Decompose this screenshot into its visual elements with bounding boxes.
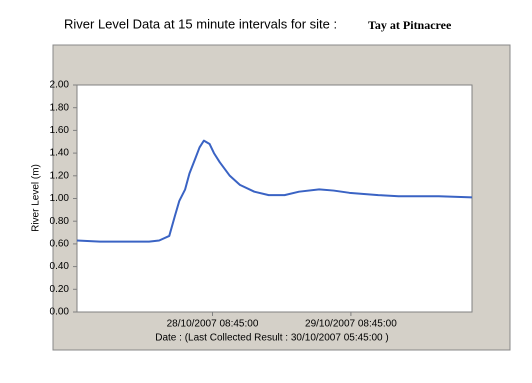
y-axis-label: River Level (m) — [31, 164, 42, 232]
y-tick-label: 1.00 — [50, 193, 70, 204]
y-tick-label: 1.60 — [50, 125, 70, 136]
y-tick-label: 0.60 — [50, 239, 70, 250]
y-tick-label: 2.00 — [50, 80, 70, 91]
y-tick-label: 1.80 — [50, 102, 70, 113]
y-tick-label: 1.40 — [50, 148, 70, 159]
site-name: Tay at Pitnacree — [368, 18, 452, 32]
y-tick-label: 0.40 — [50, 261, 70, 272]
x-tick-label: 28/10/2007 08:45:00 — [167, 319, 259, 330]
y-tick-label: 0.80 — [50, 216, 70, 227]
x-axis-label: Date : (Last Collected Result : 30/10/20… — [155, 333, 388, 344]
y-tick-label: 0.00 — [50, 307, 70, 318]
x-tick-label: 29/10/2007 08:45:00 — [305, 319, 397, 330]
plot-area — [76, 84, 473, 313]
y-tick-label: 1.20 — [50, 170, 70, 181]
y-tick-label: 0.20 — [50, 284, 70, 295]
level-line — [76, 139, 473, 243]
chart-title: River Level Data at 15 minute intervals … — [64, 16, 337, 31]
